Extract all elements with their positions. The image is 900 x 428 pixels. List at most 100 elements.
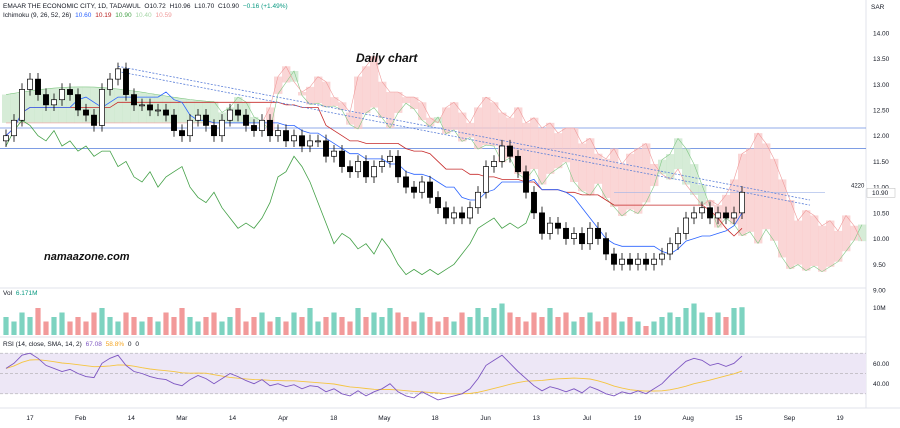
volume-bar-down [147,317,153,335]
volume-bar-down [403,317,409,335]
candle-up [379,161,385,167]
volume-bar-down [459,312,465,335]
volume-bar-down [643,326,649,335]
candle-up [371,166,377,178]
candle-up [19,89,25,121]
candle-up [659,253,665,260]
ichimoku-legend[interactable]: Ichimoku (9, 26, 52, 26) 10.60 10.19 10.… [3,12,174,19]
candle-up [187,119,193,137]
candle-up [331,150,337,157]
rsi-axis-label: 40.00 [873,381,890,388]
symbol-legend[interactable]: EMAAR THE ECONOMIC CITY, 1D, TADAWUL O10… [3,3,290,10]
volume-bar-down [339,317,345,335]
watermark-text: namaazone.com [44,251,130,263]
candle-down [403,176,409,188]
candle-up [499,145,505,162]
candle-down [627,258,633,265]
cloud-segment-bearish [426,117,435,127]
candle-up [139,104,145,107]
time-axis-label: 14 [128,415,136,422]
candle-up [27,78,33,90]
candle-up [115,68,121,80]
candle-down [723,212,729,219]
cloud-segment-bearish [370,56,379,108]
cloud-segment-bullish [2,94,11,123]
volume-bar-down [563,312,569,335]
close-value: C10.90 [218,3,240,10]
time-axis-label: May [378,415,391,422]
cloud-segment-bearish [410,97,419,109]
time-axis-label: 18 [330,415,338,422]
cloud-segment-bullish [10,93,19,123]
cloud-segment-bearish [530,117,539,170]
volume-bar-down [611,312,617,335]
candle-up [483,166,489,193]
cloud-segment-bullish [690,164,699,195]
cloud-segment-bearish [794,220,803,265]
tenkan-sen-line [5,91,743,255]
candle-down [643,258,649,265]
candle-up [195,114,201,121]
cloud-segment-bearish [474,107,483,150]
volume-bar-up [491,308,497,335]
volume-bar-up [387,308,393,335]
cloud-segment-bearish [602,158,611,198]
price-tick-label: 11.50 [873,159,889,166]
volume-bar-down [523,321,529,335]
cloud-segment-bearish [442,107,451,134]
rsi-legend[interactable]: RSI (14, close, SMA, 14, 2) 67.08 58.8% … [3,341,141,348]
candle-down [515,155,521,173]
cloud-segment-bearish [634,148,643,214]
volume-bar-down [43,321,49,335]
volume-bar-up [691,303,697,335]
time-axis-label: 15 [735,415,743,422]
volume-bar-up [379,317,385,335]
cloud-segment-bearish [466,122,475,138]
candle-down [123,68,129,95]
candle-down [131,94,137,106]
candle-down [251,125,257,131]
cloud-segment-bearish [538,128,547,185]
cloud-segment-bearish [810,215,819,267]
cloud-segment-bullish [290,71,299,82]
time-axis-label: Jun [480,415,491,422]
candle-up [571,233,577,239]
time-axis-label: Jul [583,415,592,422]
candle-up [491,161,497,167]
volume-bar-up [139,321,145,335]
candle-up [451,212,457,219]
candle-up [691,212,697,219]
candle-down [555,222,561,229]
time-axis-label: 13 [533,415,541,422]
cloud-segment-bearish [850,225,859,241]
senkou-span-a [5,70,863,273]
volume-bar-down [347,321,353,335]
volume-bar-up [219,321,225,335]
volume-bar-up [467,317,473,335]
volume-bar-down [723,317,729,335]
cloud-segment-bearish [594,153,603,184]
candle-down [531,191,537,214]
rsi-label: RSI (14, close, SMA, 14, 2) [3,341,82,348]
cloud-segment-bullish [90,87,99,123]
cloud-segment-bearish [802,210,811,271]
cloud-segment-bearish [554,133,563,169]
candle-down [395,155,401,178]
volume-bar-down [123,312,129,335]
candle-up [355,161,361,173]
cloud-segment-bearish [562,128,571,163]
candle-down [347,166,353,173]
cloud-segment-bullish [698,185,707,206]
volume-bar-up [307,308,313,335]
volume-bar-up [667,312,673,335]
volume-bar-down [539,317,545,335]
candle-down [203,114,209,126]
volume-legend[interactable]: Vol 6.171M [3,290,40,297]
candle-up [107,78,113,90]
cloud-segment-bullish [34,89,43,123]
candle-down [267,119,273,137]
candle-down [435,197,441,209]
ichimoku-value-1: 10.60 [75,12,92,19]
time-axis-label: 18 [431,415,439,422]
